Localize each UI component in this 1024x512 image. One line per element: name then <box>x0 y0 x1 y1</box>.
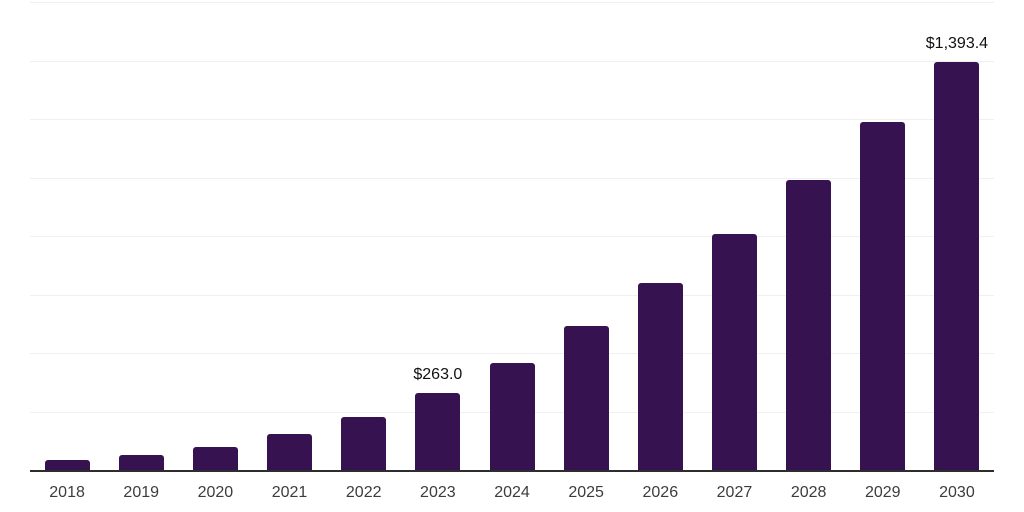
bar-2018 <box>44 460 90 470</box>
x-axis-line <box>30 470 994 472</box>
x-tick-label-2025: 2025 <box>568 484 604 501</box>
bar-2025 <box>563 326 609 470</box>
x-tick-label-2030: 2030 <box>939 484 975 501</box>
x-tick-label-2022: 2022 <box>345 484 382 501</box>
bar-2022 <box>341 417 387 470</box>
data-label-2030: $1,393.4 <box>925 35 989 53</box>
x-tick-label-2018: 2018 <box>49 484 85 501</box>
gridline <box>30 236 994 237</box>
bar-2026 <box>637 282 683 470</box>
bar-2020 <box>192 447 238 470</box>
x-tick-label-2019: 2019 <box>123 484 160 501</box>
x-tick-label-2028: 2028 <box>790 484 827 501</box>
gridline <box>30 2 994 3</box>
bar-2024 <box>489 363 535 470</box>
bar-2021 <box>267 434 313 470</box>
data-label-2023: $263.0 <box>413 366 463 384</box>
gridline <box>30 294 994 296</box>
x-tick-label-2021: 2021 <box>271 484 308 501</box>
gridline <box>30 60 994 62</box>
gridline <box>30 119 994 120</box>
bar-2027 <box>711 233 757 470</box>
bar-2019 <box>118 455 164 470</box>
bar-2028 <box>786 179 832 470</box>
x-tick-label-2029: 2029 <box>864 484 901 501</box>
bar-2023 <box>415 393 461 470</box>
gridline <box>30 353 994 354</box>
bar-2029 <box>860 122 906 470</box>
x-tick-label-2026: 2026 <box>642 484 679 501</box>
gridline <box>30 177 994 179</box>
x-tick-label-2027: 2027 <box>716 484 753 501</box>
x-tick-label-2023: 2023 <box>420 484 456 501</box>
x-tick-label-2020: 2020 <box>197 484 234 501</box>
bar-2030 <box>934 62 980 470</box>
x-tick-label-2024: 2024 <box>494 484 530 501</box>
